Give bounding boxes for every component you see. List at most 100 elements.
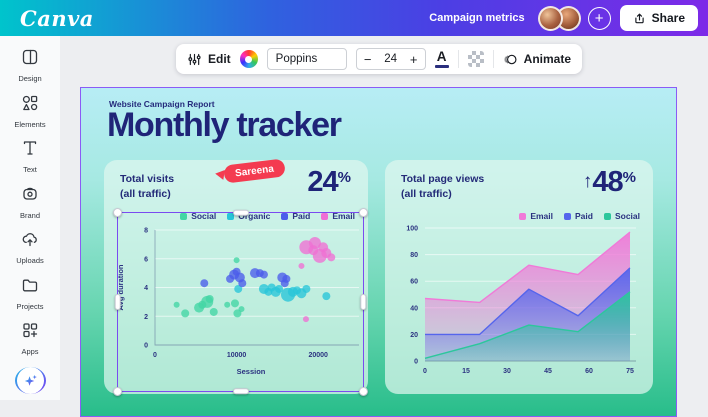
legend-label: Organic: [238, 211, 271, 221]
scatter-bubble-social: [233, 309, 242, 318]
animate-button[interactable]: Animate: [503, 52, 571, 67]
area-chart[interactable]: 0 20 40 60 80 100 0 15 30 45 60 75: [391, 216, 643, 386]
axis-tick-label: 6: [144, 256, 148, 263]
divider: [457, 50, 459, 68]
text-color-swatch: [434, 64, 449, 69]
sidebar-item-elements[interactable]: Elements: [14, 94, 46, 129]
legend-item-email: Email: [321, 211, 355, 221]
resize-handle[interactable]: [358, 208, 368, 218]
scatter-bubble-social: [233, 257, 240, 264]
legend-swatch: [227, 212, 235, 220]
axis-tick-label: 0: [414, 359, 418, 366]
scatter-bubble-paid: [259, 270, 268, 279]
scatter-bubble-organic: [275, 284, 284, 293]
axis-tick-label: 20000: [308, 352, 328, 359]
sliders-icon: [188, 53, 201, 65]
color-wheel-icon[interactable]: [239, 50, 258, 68]
uploads-icon: [21, 230, 39, 253]
share-upload-icon: [634, 13, 644, 23]
selection-box: [113, 208, 368, 396]
magic-assistant-button[interactable]: [14, 366, 46, 394]
legend-label: Paid: [575, 211, 593, 221]
decrease-font-size-button[interactable]: −: [357, 52, 379, 67]
font-family-select[interactable]: Poppins: [266, 48, 347, 70]
axis-tick-label: 60: [585, 368, 593, 375]
sidebar-item-design[interactable]: Design: [14, 48, 45, 83]
collaborator-name: Sareena: [234, 163, 275, 179]
sidebar-item-text[interactable]: Text: [14, 139, 45, 174]
sidebar-item-apps[interactable]: Apps: [14, 321, 45, 356]
axis-tick-label: 2: [144, 314, 148, 321]
share-label: Share: [651, 11, 685, 25]
scatter-bubble-social: [224, 301, 231, 308]
resize-handle[interactable]: [114, 294, 121, 310]
sidebar: Design Elements Text Brand Uploads Projects Ap…: [0, 36, 60, 400]
page-title[interactable]: Monthly tracker: [107, 106, 342, 144]
legend-item-social: Social: [603, 211, 640, 221]
sidebar-item-label: Uploads: [16, 256, 44, 265]
legend-swatch: [281, 212, 289, 220]
document-title[interactable]: Campaign metrics: [429, 12, 525, 24]
scatter-bubble-social: [181, 309, 190, 318]
share-button[interactable]: Share: [619, 5, 698, 31]
resize-handle[interactable]: [360, 294, 367, 310]
legend-item-social: Social: [180, 211, 216, 221]
resize-handle[interactable]: [232, 388, 249, 395]
animate-icon: [504, 54, 517, 64]
metric-value[interactable]: 24%: [307, 166, 351, 198]
legend-item-email: Email: [519, 211, 553, 221]
canva-logo[interactable]: Canva: [20, 5, 94, 31]
topbar-right: Campaign metrics + Share: [429, 5, 698, 31]
transparency-icon[interactable]: [467, 51, 484, 67]
cursor-arrow-icon: [214, 168, 225, 180]
animate-label: Animate: [523, 52, 572, 66]
add-collaborator-button[interactable]: +: [587, 6, 611, 30]
sidebar-item-uploads[interactable]: Uploads: [14, 230, 45, 265]
collaborator-avatars: +: [537, 5, 611, 31]
axis-tick-label: 30: [503, 368, 511, 375]
axis-tick-label: 75: [626, 368, 634, 375]
axis-tick-label: 45: [544, 368, 552, 375]
avatar[interactable]: [537, 5, 563, 31]
resize-handle[interactable]: [232, 209, 249, 216]
legend-swatch: [321, 212, 329, 220]
sidebar-item-label: Text: [23, 165, 37, 174]
axis-tick-label: 60: [410, 279, 418, 286]
axis-tick-label: 20: [410, 332, 418, 339]
projects-icon: [21, 276, 39, 299]
resize-handle[interactable]: [113, 386, 123, 396]
resize-handle[interactable]: [113, 208, 123, 218]
canvas-page[interactable]: Website Campaign Report Monthly tracker …: [80, 87, 677, 417]
metric-value[interactable]: ↑48%: [582, 166, 636, 198]
text-icon: [21, 139, 39, 162]
text-color-button[interactable]: A: [434, 50, 449, 69]
scatter-bubble-social: [173, 301, 180, 308]
sidebar-item-brand[interactable]: Brand: [14, 185, 45, 220]
axis-line: [154, 230, 359, 346]
legend-label: Social: [614, 211, 640, 221]
resize-handle[interactable]: [358, 386, 368, 396]
increase-font-size-button[interactable]: +: [403, 52, 425, 67]
axis-tick-label: 80: [410, 252, 418, 259]
card-title: Total page views (all traffic): [401, 173, 485, 200]
total-page-views-card[interactable]: Total page views (all traffic) ↑48% Emai…: [385, 160, 653, 394]
total-visits-card[interactable]: Total visits (all traffic) 24% Social Org…: [104, 160, 368, 394]
scatter-chart[interactable]: 0 2 4 6 8 0 10000 20000 Session Avg duration: [110, 216, 362, 386]
edit-button[interactable]: Edit: [187, 52, 231, 67]
sidebar-item-projects[interactable]: Projects: [14, 276, 45, 311]
scatter-bubble-organic: [322, 292, 331, 301]
eyebrow-text[interactable]: Website Campaign Report: [109, 99, 215, 109]
scatter-bubble-email: [308, 236, 321, 249]
area-legend: Email Paid Social: [519, 211, 640, 221]
legend-label: Social: [191, 211, 217, 221]
scatter-bubble-email: [298, 262, 305, 269]
font-size-value[interactable]: 24: [384, 53, 398, 65]
axis-tick-label: 8: [144, 228, 148, 235]
legend-swatch: [519, 212, 527, 220]
axis-tick-label: 10000: [227, 352, 247, 359]
scatter-bubble-paid: [282, 274, 291, 283]
scatter-bubble-organic: [234, 284, 243, 293]
scatter-bubble-social: [230, 299, 239, 308]
area-line-paid: [425, 267, 631, 336]
axis-tick-label: 15: [462, 368, 470, 375]
